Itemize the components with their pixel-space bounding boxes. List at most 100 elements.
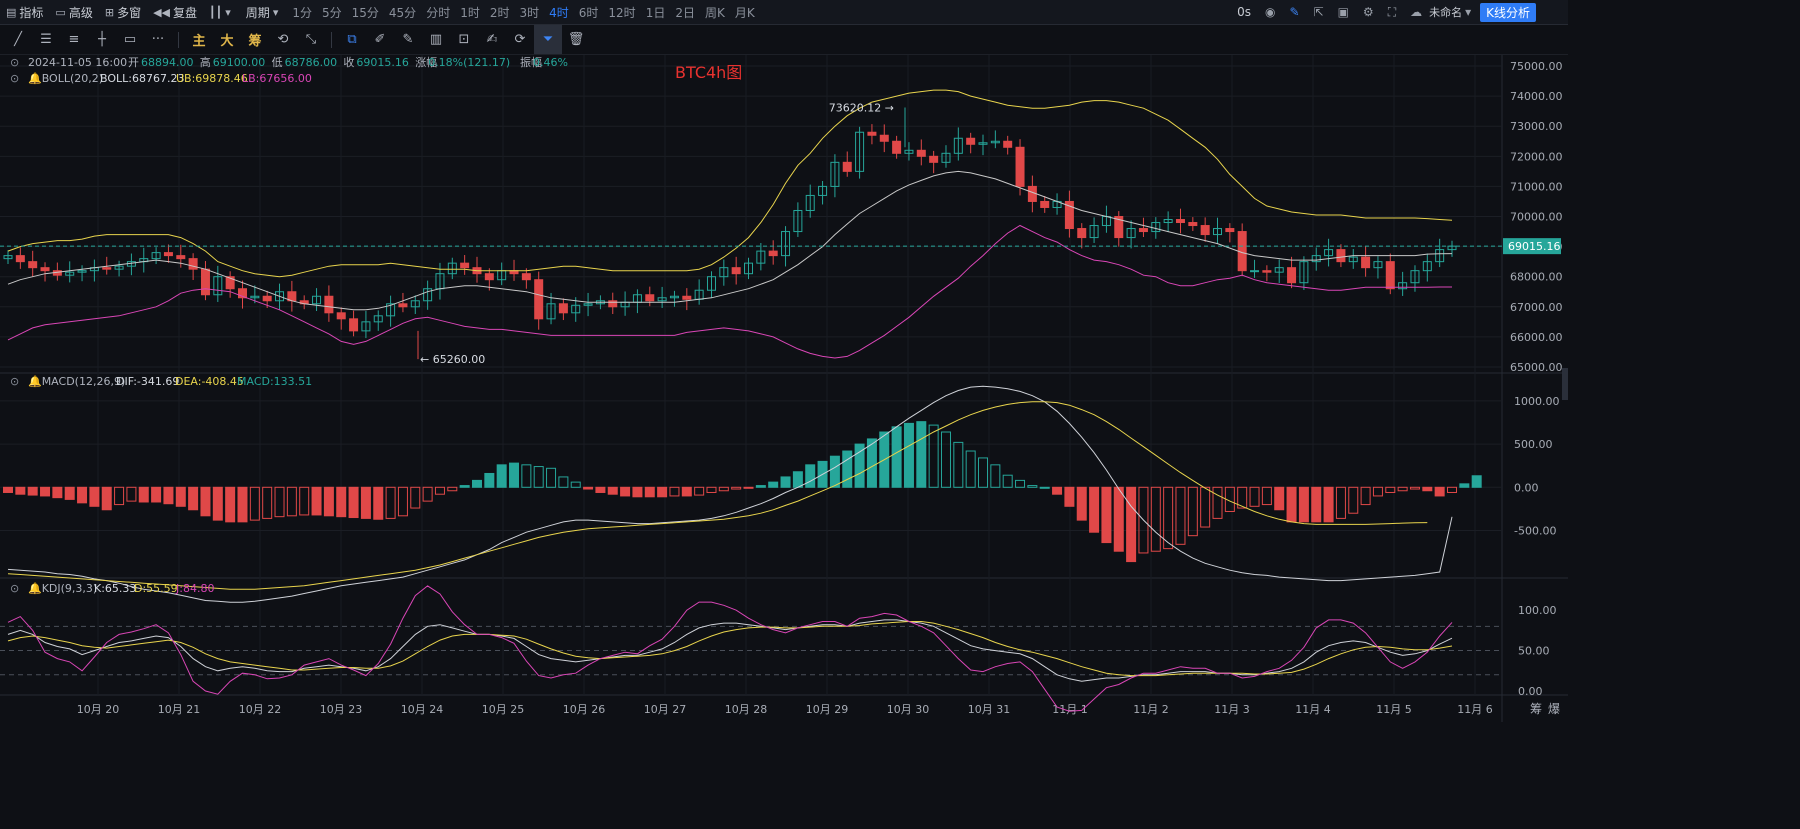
trash-tool-icon[interactable]: 🗑 xyxy=(567,32,585,47)
chart-area[interactable]: 75000.00 74000.00 73000.00 72000.00 71000.00… xyxy=(0,55,1568,722)
time-tick-label: 11月 5 xyxy=(1376,703,1412,716)
timeframe-7[interactable]: 3时 xyxy=(519,5,540,20)
timeframe-8[interactable]: 4时 xyxy=(549,5,569,20)
brush-tool-icon[interactable]: ✎ xyxy=(402,32,414,47)
right-panel-handle[interactable] xyxy=(1562,368,1568,400)
hray-tool-icon[interactable]: ┼ xyxy=(98,32,106,47)
timeframe-0[interactable]: 1分 xyxy=(292,5,312,20)
candle-body xyxy=(361,321,371,332)
kdj-tick-label: 50.00 xyxy=(1518,645,1550,658)
settings-icon[interactable]: ⚙ xyxy=(1362,5,1374,19)
chevron-down-icon: ▾ xyxy=(225,5,231,19)
export-icon[interactable]: ⇱ xyxy=(1313,5,1324,19)
replay-button[interactable]: ◀◀ 复盘 xyxy=(147,0,203,24)
large-tool-button[interactable]: 大 xyxy=(220,34,234,49)
collapse-icon: ⊙ xyxy=(10,375,19,388)
candle-body xyxy=(1077,228,1087,239)
candle-body xyxy=(410,300,420,308)
kline-analysis-button[interactable]: K线分析 xyxy=(1480,2,1536,22)
copy-tool-icon[interactable]: ⧉ xyxy=(347,32,357,47)
candle-body xyxy=(1175,219,1185,224)
icon-tool-b-icon[interactable]: ⤡ xyxy=(305,32,317,47)
legend-field-label: 开 xyxy=(128,56,139,69)
legend-field-value: 68894.00 xyxy=(141,56,194,69)
icon-tool-a-icon[interactable]: ⟲ xyxy=(277,32,289,47)
chart-type-button[interactable]: ┃┃ ▾ xyxy=(203,0,240,24)
hline-tool-icon[interactable]: ☰ xyxy=(40,32,52,47)
time-tick-label: 10月 24 xyxy=(401,703,444,716)
macd-bar xyxy=(694,486,705,496)
macd-bar xyxy=(101,486,112,511)
rect-tool-icon[interactable]: ▭ xyxy=(123,32,137,47)
macd-bar xyxy=(903,422,914,488)
timeframe-10[interactable]: 12时 xyxy=(608,5,636,20)
macd-bar xyxy=(681,486,692,497)
filter-tool-icon[interactable]: ⏷ xyxy=(534,25,562,54)
period-button[interactable]: 周期 ▾ xyxy=(240,0,288,24)
timeframe-14[interactable]: 月K xyxy=(734,5,755,20)
candle-body xyxy=(1361,256,1371,269)
macd-bar xyxy=(138,486,149,503)
timeframe-6[interactable]: 2时 xyxy=(489,5,510,20)
price-tick-label: 68000.00 xyxy=(1510,271,1563,284)
boll-lb-value: LB:67656.00 xyxy=(242,72,312,85)
parallel-tool-icon[interactable]: ≡ xyxy=(68,32,80,47)
candle-body xyxy=(1213,228,1223,236)
candle-body xyxy=(966,137,976,145)
macd-bar xyxy=(891,426,902,488)
macd-bar xyxy=(1434,486,1445,497)
candle-body xyxy=(719,267,729,278)
price-tick-label: 71000.00 xyxy=(1510,180,1563,193)
image-icon[interactable]: ▣ xyxy=(1337,5,1349,19)
timeframe-11[interactable]: 1日 xyxy=(645,5,666,20)
timeframe-9[interactable]: 6时 xyxy=(578,5,599,20)
boll-mid-line xyxy=(7,170,1453,311)
macd-bar xyxy=(990,464,1001,488)
line-tool-icon[interactable]: ╱ xyxy=(14,32,22,47)
macd-bar xyxy=(200,486,211,517)
macd-bar xyxy=(953,441,964,488)
ruler-tool-icon[interactable]: ✐ xyxy=(374,32,386,47)
candle-body xyxy=(731,267,741,275)
multi-window-button[interactable]: ⊞ 多窗 xyxy=(99,0,147,24)
macd-bar xyxy=(669,486,680,497)
bars-tool-icon[interactable]: ▥ xyxy=(429,32,443,47)
candle-body xyxy=(1336,249,1346,263)
camera-icon[interactable]: ◉ xyxy=(1264,5,1276,19)
candle-body xyxy=(1188,222,1198,227)
timeframe-13[interactable]: 周K xyxy=(704,5,725,20)
kdj-tick-label: 100.00 xyxy=(1518,604,1557,617)
layout-name[interactable]: 未命名 xyxy=(1429,6,1463,19)
time-tick-label: 10月 30 xyxy=(887,703,930,716)
cloud-icon[interactable]: ☁ xyxy=(1410,5,1423,19)
macd-bar xyxy=(249,486,260,521)
macd-bar xyxy=(1187,486,1198,537)
fullscreen-icon[interactable]: ⛶ xyxy=(1387,4,1397,19)
macd-bar xyxy=(1163,486,1174,550)
timeframe-3[interactable]: 45分 xyxy=(388,5,417,20)
timeframe-2[interactable]: 15分 xyxy=(351,5,379,20)
candle-body xyxy=(744,262,754,275)
magnet-tool-icon[interactable]: ⟳ xyxy=(514,32,526,47)
macd-bar xyxy=(422,486,433,502)
chips-tool-button[interactable]: 筹 xyxy=(248,34,262,49)
macd-bar xyxy=(373,486,384,520)
lock-tool-icon[interactable]: ⊡ xyxy=(458,32,470,47)
legend-field-value: 0.18%(121.17) xyxy=(428,56,510,69)
timeframe-1[interactable]: 5分 xyxy=(321,5,342,20)
timeframe-5[interactable]: 1时 xyxy=(460,5,480,20)
advanced-button[interactable]: ▭ 高级 xyxy=(49,0,98,24)
chevron-down-icon[interactable]: ▾ xyxy=(1465,5,1472,19)
candle-body xyxy=(842,161,852,172)
edit-tool-icon[interactable]: ✍ xyxy=(486,32,498,47)
main-tool-button[interactable]: 主 xyxy=(192,34,206,49)
candle-body xyxy=(941,152,951,163)
timeframe-4[interactable]: 分时 xyxy=(426,5,451,20)
timeframe-12[interactable]: 2日 xyxy=(675,5,695,20)
pen-icon[interactable]: ✎ xyxy=(1289,5,1300,19)
candle-body xyxy=(1015,146,1025,187)
macd-bar xyxy=(15,486,26,495)
candle-body xyxy=(867,131,877,136)
more-tool-icon[interactable]: ··· xyxy=(151,32,165,47)
indicators-button[interactable]: ▤ 指标 xyxy=(0,0,49,24)
